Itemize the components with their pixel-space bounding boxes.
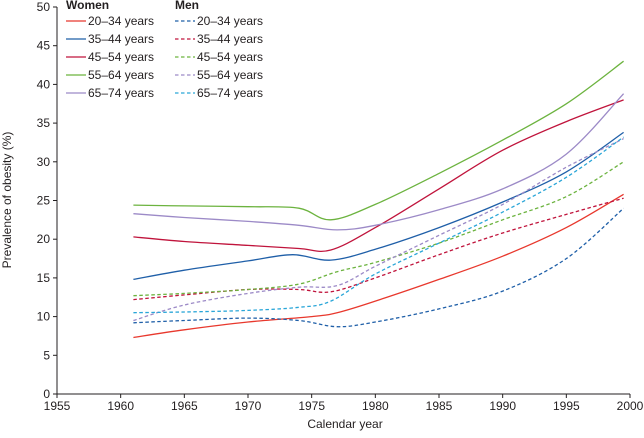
- series-line-women: [133, 60, 624, 221]
- x-tick-label: 1955: [44, 399, 71, 413]
- y-tick-label: 30: [37, 155, 51, 169]
- legend-label-women: 35–44 years: [88, 32, 154, 46]
- x-tick-label: 1970: [235, 399, 262, 413]
- legend-heading-women: Women: [66, 0, 109, 12]
- series-line-women: [133, 193, 624, 339]
- y-ticks: 0 5 10 15 20 25 30 35 40 45 50: [37, 0, 57, 401]
- y-tick-label: 40: [37, 77, 51, 91]
- y-tick-label: 15: [37, 271, 51, 285]
- y-tick-label: 20: [37, 232, 51, 246]
- legend: Women Men 20–34 years 35–44 years 45–54 ye…: [66, 0, 263, 100]
- legend-label-women: 55–64 years: [88, 68, 154, 82]
- series-line-women: [133, 93, 625, 231]
- x-tick-label: 1960: [107, 399, 134, 413]
- series-line-men: [133, 136, 624, 314]
- legend-heading-men: Men: [175, 0, 199, 12]
- x-tick-label: 2000: [617, 399, 644, 413]
- legend-label-women: 45–54 years: [88, 50, 154, 64]
- legend-label-women: 65–74 years: [88, 86, 154, 100]
- x-tick-label: 1985: [426, 399, 453, 413]
- axes: 0 5 10 15 20 25 30 35 40 45 50 1955 1960 1965 1970 197…: [37, 0, 644, 413]
- x-tick-label: 1990: [489, 399, 516, 413]
- y-tick-label: 5: [43, 348, 50, 362]
- x-tick-label: 1995: [553, 399, 580, 413]
- legend-entries: 20–34 years 35–44 years 45–54 years 55–64 y…: [66, 14, 263, 100]
- legend-label-women: 20–34 years: [88, 14, 154, 28]
- x-axis-label: Calendar year: [307, 417, 382, 431]
- series-line-men: [133, 138, 624, 322]
- x-tick-label: 1975: [298, 399, 325, 413]
- series-line-men: [133, 207, 625, 328]
- legend-label-men: 45–54 years: [197, 50, 263, 64]
- y-tick-label: 10: [37, 310, 51, 324]
- legend-label-men: 20–34 years: [197, 14, 263, 28]
- x-tick-label: 1965: [171, 399, 198, 413]
- series-line-women: [133, 99, 624, 253]
- y-tick-label: 45: [37, 39, 51, 53]
- legend-label-men: 65–74 years: [197, 86, 263, 100]
- y-axis-label: Prevalence of obesity (%): [0, 132, 14, 269]
- series-layer: [133, 60, 625, 339]
- y-tick-label: 50: [37, 0, 51, 14]
- x-ticks: 1955 1960 1965 1970 1975 1980 1985 1990 1995 2000: [44, 394, 644, 413]
- x-tick-label: 1980: [362, 399, 389, 413]
- legend-label-men: 55–64 years: [197, 68, 263, 82]
- series-line-women: [133, 131, 624, 281]
- y-tick-label: 35: [37, 116, 51, 130]
- y-tick-label: 25: [37, 194, 51, 208]
- y-tick-label: 0: [43, 387, 50, 401]
- series-line-men: [133, 161, 624, 297]
- legend-label-men: 35–44 years: [197, 32, 263, 46]
